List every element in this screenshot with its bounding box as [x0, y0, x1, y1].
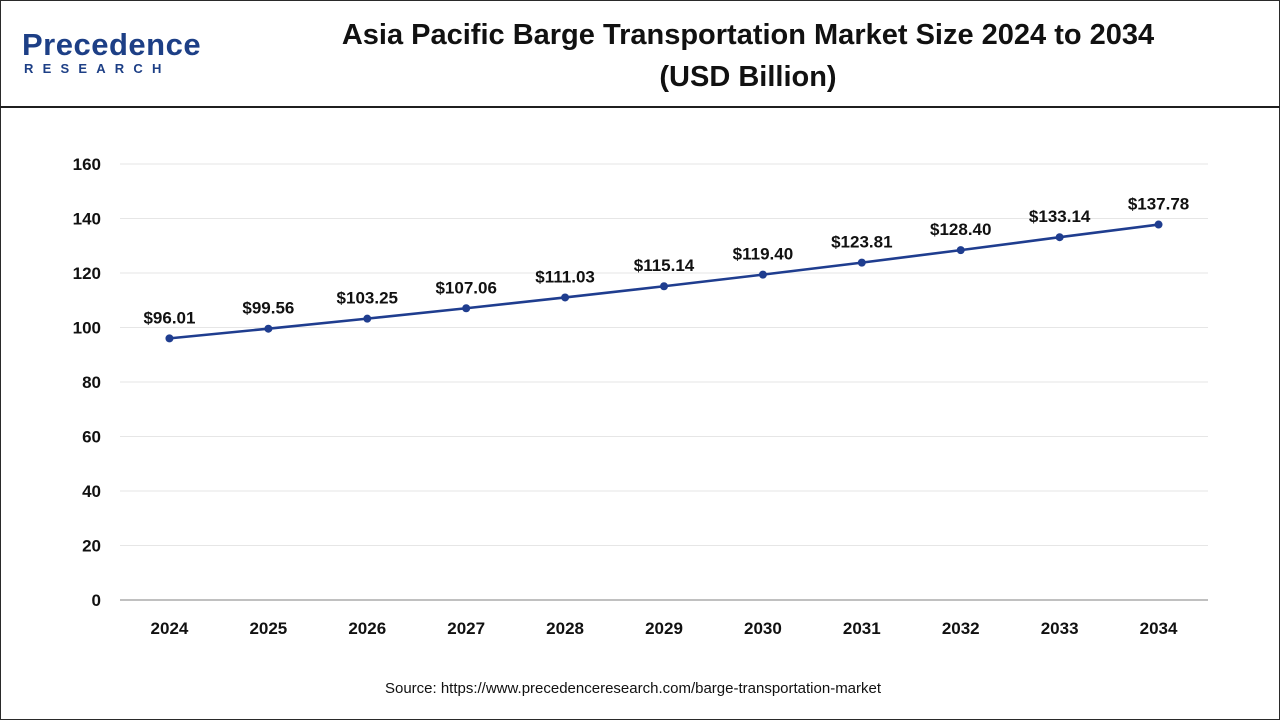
y-tick-label: 40 [82, 482, 101, 501]
data-label: $123.81 [831, 233, 892, 252]
x-tick-label: 2029 [645, 619, 683, 638]
y-tick-label: 60 [82, 428, 101, 447]
x-tick-label: 2034 [1140, 619, 1178, 638]
source-note: Source: https://www.precedenceresearch.c… [384, 680, 882, 697]
data-point [857, 258, 866, 267]
y-tick-label: 0 [92, 591, 101, 610]
data-label: $96.01 [143, 308, 195, 327]
y-tick-label: 20 [82, 537, 101, 556]
data-point [561, 293, 570, 302]
data-point [956, 246, 965, 255]
data-point [363, 314, 372, 323]
y-tick-label: 100 [73, 319, 101, 338]
y-tick-label: 80 [82, 373, 101, 392]
series-line [169, 223, 1159, 340]
logo: Precedence RESEARCH [22, 28, 222, 84]
chart-title-line-2: (USD Billion) [659, 61, 837, 93]
data-label: $107.06 [435, 278, 496, 297]
data-label: $128.40 [930, 220, 991, 239]
x-tick-label: 2033 [1041, 619, 1079, 638]
x-tick-label: 2024 [151, 619, 189, 638]
data-point [1154, 220, 1163, 229]
chart-title-line-1: Asia Pacific Barge Transportation Market… [341, 19, 1155, 51]
x-tick-label: 2026 [348, 619, 386, 638]
x-tick-label: 2027 [447, 619, 485, 638]
data-label: $137.78 [1128, 195, 1189, 214]
header: Precedence RESEARCH Asia Pacific Barge T… [0, 0, 1280, 108]
data-label: $111.03 [535, 267, 595, 286]
data-point [264, 324, 273, 333]
logo-subtitle: RESEARCH [24, 61, 171, 76]
data-point [462, 304, 471, 313]
data-label: $103.25 [337, 289, 398, 308]
y-tick-label: 120 [73, 264, 101, 283]
data-point [165, 334, 174, 343]
data-label: $115.14 [634, 256, 695, 275]
data-label: $133.14 [1029, 207, 1091, 226]
data-point [660, 282, 668, 291]
x-tick-label: 2030 [744, 619, 782, 638]
data-point [1055, 233, 1064, 242]
x-tick-label: 2031 [843, 619, 881, 638]
y-tick-label: 160 [73, 155, 101, 174]
chart-title: Asia Pacific Barge Transportation Market… [270, 14, 1226, 98]
data-label: $99.56 [242, 299, 294, 318]
y-tick-label: 140 [73, 210, 101, 229]
x-tick-label: 2025 [249, 619, 287, 638]
data-label: $119.40 [733, 245, 794, 264]
x-tick-label: 2028 [546, 619, 584, 638]
logo-wordmark: Precedence [22, 27, 202, 62]
x-tick-label: 2032 [942, 619, 980, 638]
data-point [758, 270, 767, 279]
